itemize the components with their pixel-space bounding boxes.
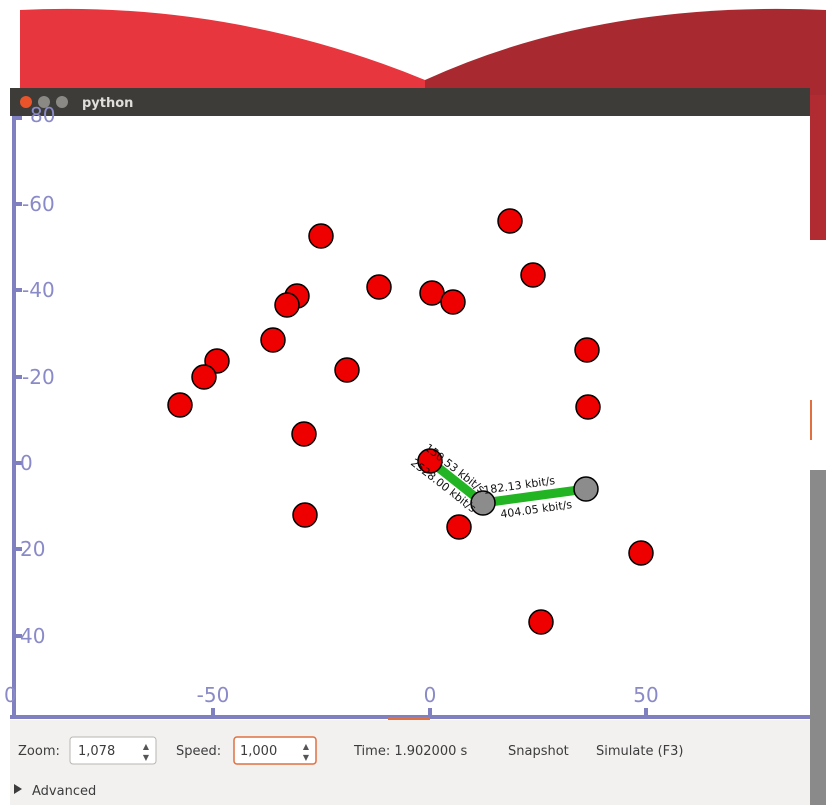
canvas	[10, 116, 810, 720]
y-tick-label: -40	[22, 278, 55, 302]
x-tick-label: 0	[4, 683, 17, 707]
wallpaper-shape	[20, 8, 425, 96]
expander-arrow[interactable]	[14, 784, 22, 794]
node[interactable]	[308, 223, 334, 249]
node[interactable]	[470, 490, 496, 516]
spin-down[interactable]: ▼	[143, 753, 150, 762]
snapshot-button[interactable]: Snapshot	[508, 744, 569, 759]
node[interactable]	[573, 476, 599, 502]
x-tick-label: -50	[197, 683, 230, 707]
y-tick-label: 40	[20, 624, 45, 648]
advanced-expander[interactable]: Advanced	[32, 784, 96, 799]
window-title: python	[82, 96, 133, 111]
spin-up[interactable]: ▲	[143, 742, 150, 751]
node[interactable]	[574, 337, 600, 363]
y-tick-label: 0	[20, 451, 33, 475]
x-tick-label: 50	[633, 683, 658, 707]
node[interactable]	[292, 502, 318, 528]
speed-label: Speed:	[176, 744, 221, 759]
nodes	[167, 208, 654, 635]
node[interactable]	[528, 609, 554, 635]
node[interactable]	[334, 357, 360, 383]
wallpaper-shape	[810, 470, 826, 805]
node[interactable]	[291, 421, 317, 447]
link	[482, 484, 587, 508]
x-ticks	[211, 708, 648, 717]
time-label: Time: 1.902000 s	[353, 744, 467, 759]
node[interactable]	[440, 289, 466, 315]
maximize-button[interactable]	[56, 96, 68, 108]
y-tick-label: -20	[22, 365, 55, 389]
spin-down[interactable]: ▼	[303, 753, 310, 762]
wallpaper-shape	[810, 95, 826, 240]
x-tick-label: 0	[424, 683, 437, 707]
y-tick-label: 20	[20, 537, 45, 561]
node[interactable]	[167, 392, 193, 418]
node[interactable]	[520, 262, 546, 288]
node[interactable]	[446, 514, 472, 540]
title-bar	[10, 88, 810, 116]
node[interactable]	[628, 540, 654, 566]
zoom-spinbox[interactable]	[69, 736, 157, 765]
close-button[interactable]	[20, 96, 32, 108]
node[interactable]	[191, 364, 217, 390]
y-tick-label: -60	[22, 192, 55, 216]
node[interactable]	[274, 292, 300, 318]
speed-spinbox[interactable]	[233, 736, 317, 765]
minimize-button[interactable]	[38, 96, 50, 108]
node[interactable]	[575, 394, 601, 420]
zoom-value: 1,078	[78, 744, 115, 759]
speed-value: 1,000	[240, 744, 277, 759]
zoom-label: Zoom:	[18, 744, 60, 759]
node[interactable]	[417, 448, 443, 474]
wallpaper-shape	[425, 8, 826, 95]
simulate-button[interactable]: Simulate (F3)	[596, 744, 683, 759]
node[interactable]	[260, 327, 286, 353]
node[interactable]	[366, 274, 392, 300]
y-ticks	[14, 116, 22, 638]
y-tick-label: 80	[30, 103, 55, 127]
node[interactable]	[497, 208, 523, 234]
spin-up[interactable]: ▲	[303, 742, 310, 751]
